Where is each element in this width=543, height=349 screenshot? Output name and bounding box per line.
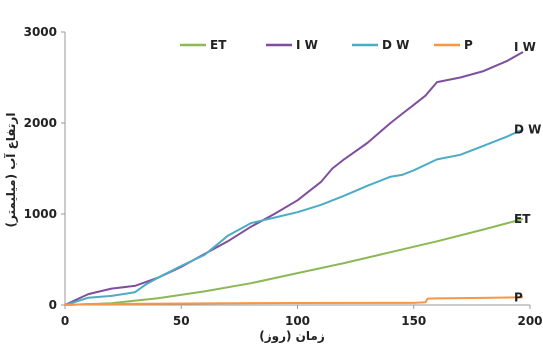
axes [61, 31, 531, 309]
end-labels: ET I W D W P [514, 40, 541, 304]
y-tick-label: 1000 [24, 207, 57, 221]
x-tick-label: 100 [285, 314, 310, 328]
x-axis-label: زمان (روز) [259, 329, 325, 344]
x-tick-label: 0 [61, 314, 69, 328]
legend-label: I W [296, 38, 318, 52]
legend: ET I W D W P [180, 38, 473, 52]
y-tick-label: 3000 [24, 25, 57, 39]
x-tick-label: 200 [517, 314, 542, 328]
x-tick-label: 50 [173, 314, 190, 328]
series-line-iw [64, 51, 524, 306]
end-label: P [514, 290, 523, 304]
x-tick-label: 150 [401, 314, 426, 328]
end-label: D W [514, 122, 541, 136]
legend-label: P [464, 38, 473, 52]
series-line-dw [64, 128, 524, 306]
series-line-et [64, 218, 524, 306]
end-label: I W [514, 40, 536, 54]
series-lines [64, 51, 524, 306]
series-line-p [64, 296, 524, 306]
end-label: ET [514, 212, 531, 226]
y-tick-label: 0 [49, 298, 57, 312]
legend-label: ET [210, 38, 227, 52]
y-axis-label: ارتفاع آب (میلیمتر) [3, 113, 18, 228]
y-tick-label: 2000 [24, 116, 57, 130]
legend-label: D W [382, 38, 409, 52]
